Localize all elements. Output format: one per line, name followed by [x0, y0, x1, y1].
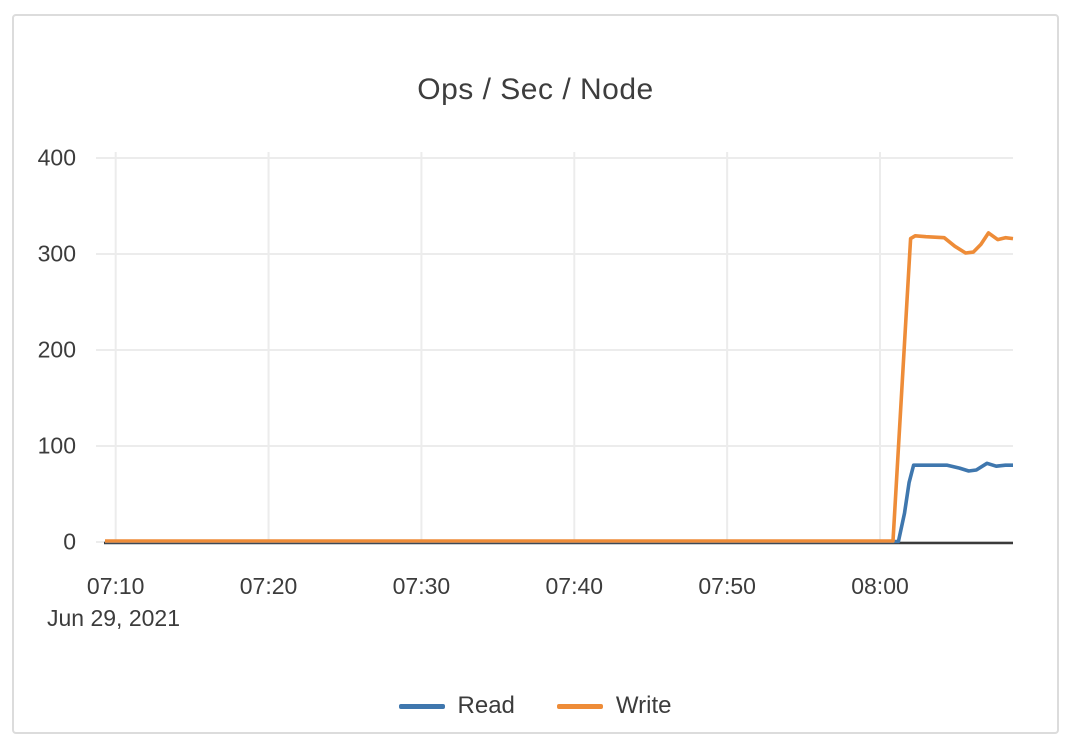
write-series-swatch-icon	[556, 703, 603, 709]
y-tick-label: 400	[37, 144, 76, 171]
read-series-line	[105, 461, 1013, 544]
y-tick-label: 0	[63, 528, 76, 555]
chart-card: Ops / Sec / Node	[12, 14, 1059, 734]
chart-title: Ops / Sec / Node	[417, 73, 654, 106]
x-tick-label: 08:00	[851, 573, 909, 599]
legend-label-read: Read	[457, 692, 515, 719]
x-tick-label: 07:10	[86, 573, 145, 599]
legend-label-write: Write	[615, 692, 672, 719]
x-tick-label: 07:30	[392, 573, 451, 599]
y-tick-label: 300	[37, 240, 76, 267]
y-tick-label: 200	[37, 336, 76, 363]
y-tick-label: 100	[37, 432, 76, 459]
legend-item-write[interactable]: Write	[556, 692, 672, 720]
x-tick-label: 07:50	[698, 573, 756, 599]
write-series-line	[105, 231, 1014, 543]
x-tick-label: 07:20	[239, 573, 298, 599]
read-series-swatch-icon	[398, 703, 445, 709]
x-axis-date-label: Jun 29, 2021	[47, 605, 181, 631]
chart-legend: Read Write	[0, 692, 1070, 720]
legend-item-read[interactable]: Read	[398, 692, 515, 720]
x-tick-label: 07:40	[545, 573, 604, 599]
